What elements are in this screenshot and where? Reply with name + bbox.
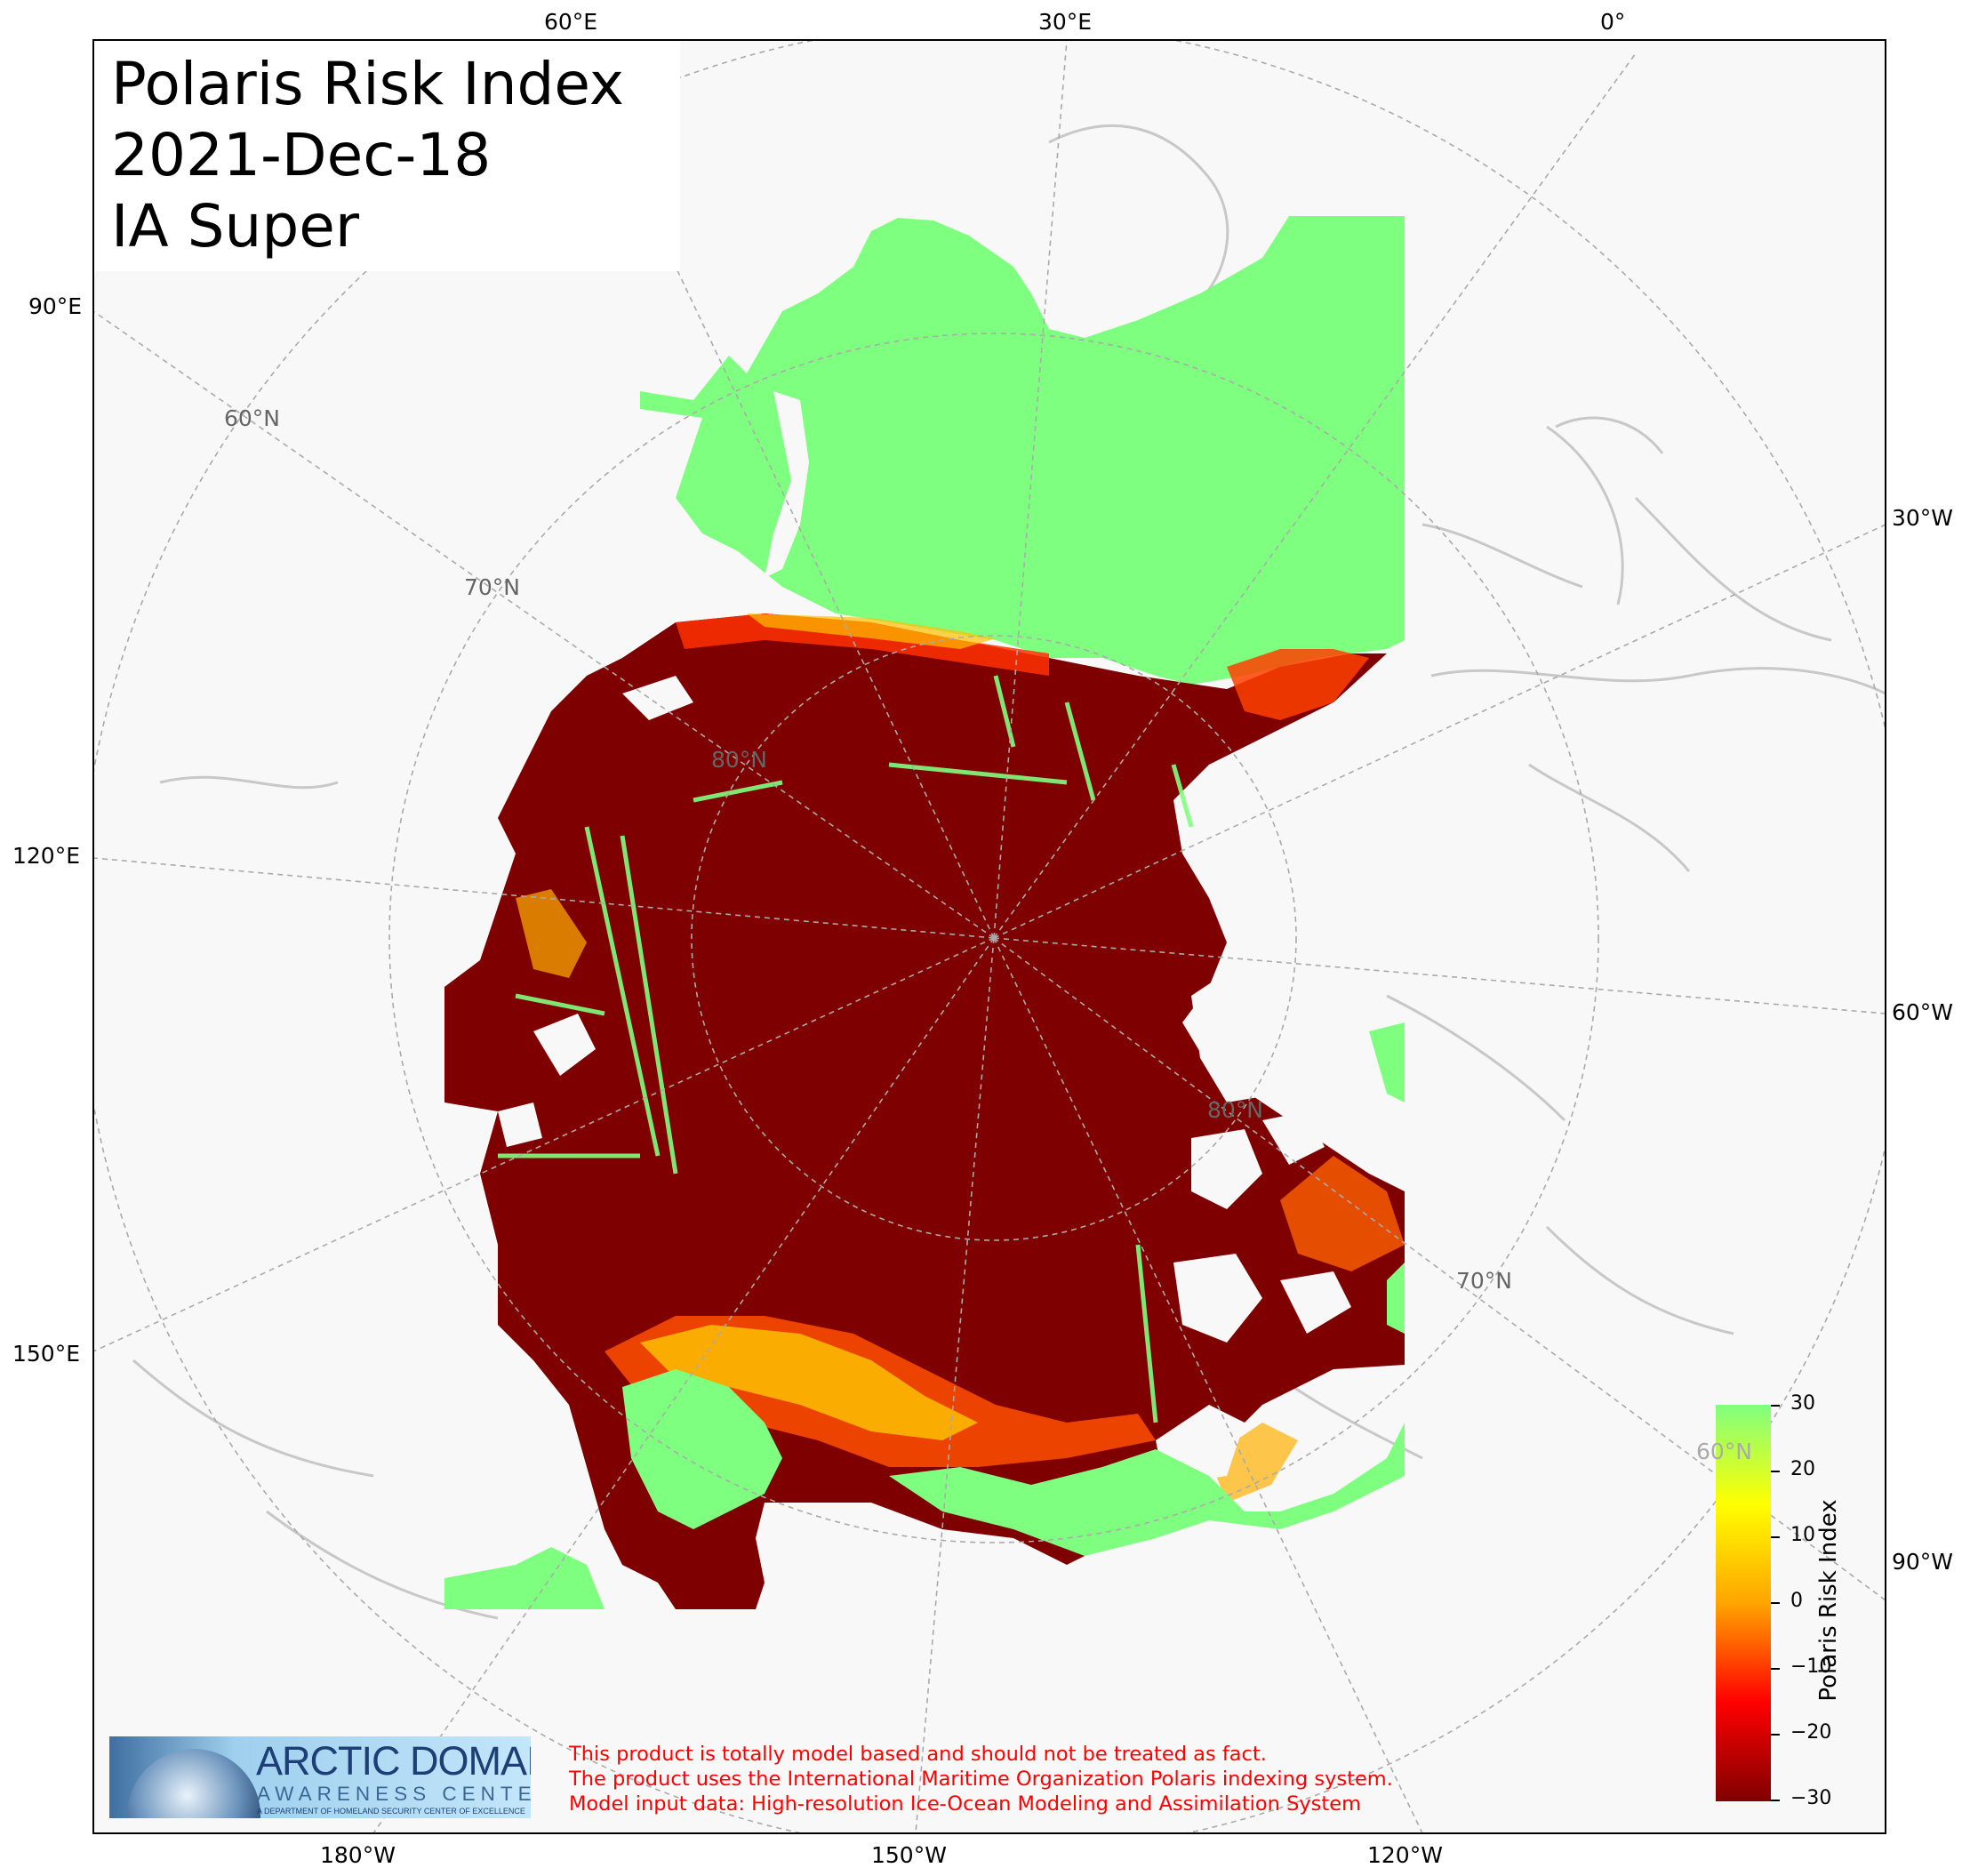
colorbar-tick-10: 10 [1790, 1524, 1815, 1546]
lon-label-150e-left: 150°E [12, 1341, 81, 1367]
lat-label-80n-upper: 80°N [711, 747, 768, 773]
colorbar-tick-20: 20 [1790, 1458, 1815, 1480]
lon-label-30e-top: 30°E [1038, 9, 1093, 35]
lon-label-60w-right: 60°W [1892, 999, 1954, 1025]
lat-label-70n-lower: 70°N [1456, 1268, 1513, 1294]
barents-sea-low-risk [640, 216, 1405, 685]
marginal-ice-zone-atlantic [676, 613, 1049, 676]
lon-label-120e-left: 120°E [12, 843, 81, 869]
marginal-ice-zone-atlantic-yellow [747, 613, 996, 649]
globe-icon [127, 1749, 260, 1818]
novaya-zemlya [765, 391, 809, 578]
logo-main-text: ARCTIC DOMAIN [256, 1738, 531, 1784]
lat-label-60n-lower: 60°N [1696, 1439, 1753, 1464]
logo-sub-text: AWARENESS CENTER [257, 1783, 531, 1805]
ice-leads [498, 675, 1194, 1423]
lon-label-120w-bottom: 120°W [1367, 1842, 1443, 1868]
lon-label-180w-bottom: 180°W [320, 1842, 396, 1868]
marginal-ice-zone-pacific-yellow [640, 1325, 978, 1440]
lat-label-60n-upper: 60°N [224, 405, 281, 431]
title-backing [93, 40, 680, 271]
hudson-strait-low-risk [1387, 1263, 1405, 1334]
disclaimer-line-1: This product is totally model based and … [569, 1743, 1267, 1766]
colorbar-gradient [1716, 1405, 1771, 1801]
chukchi-low-risk [622, 1369, 782, 1529]
lon-label-30w-right: 30°W [1892, 505, 1954, 531]
logo-tagline: A DEPARTMENT OF HOMELAND SECURITY CENTER… [257, 1807, 525, 1816]
marginal-ice-zone-svalbard [1227, 649, 1369, 720]
marginal-ice-zone-west [516, 889, 587, 978]
map-frame [92, 39, 1886, 1834]
siberian-islands [498, 676, 693, 1147]
map-title: Polaris Risk Index [111, 50, 624, 118]
disclaimer-line-2: The product uses the International Marit… [569, 1768, 1393, 1791]
colorbar-ticks [1771, 1405, 1780, 1801]
adac-logo: ARCTIC DOMAIN AWARENESS CENTER A DEPARTM… [109, 1736, 531, 1818]
marginal-ice-zone-baffin [1280, 1156, 1405, 1271]
lon-label-90w-right: 90°W [1892, 1549, 1954, 1575]
graticule [93, 40, 1886, 1833]
colorbar-tick-minus10: −10 [1790, 1656, 1832, 1678]
map-ice-class: IA Super [111, 192, 359, 261]
colorbar-tick-minus20: −20 [1790, 1721, 1832, 1744]
marginal-ice-zone-hudson [1209, 1423, 1298, 1503]
colorbar-tick-0: 0 [1790, 1590, 1803, 1612]
lon-label-0-top: 0° [1600, 9, 1626, 35]
lon-label-90e-left: 90°E [28, 293, 83, 319]
map-date: 2021-Dec-18 [111, 121, 492, 189]
beaufort-low-risk [889, 1423, 1405, 1556]
lat-label-80n-lower: 80°N [1207, 1097, 1264, 1123]
lon-label-60e-top: 60°E [544, 9, 598, 35]
bering-low-risk [444, 1547, 605, 1609]
colorbar-tick-30: 30 [1790, 1392, 1815, 1415]
lat-label-70n-upper: 70°N [464, 574, 521, 600]
lon-label-150w-bottom: 150°W [871, 1842, 947, 1868]
disclaimer-line-3: Model input data: High-resolution Ice-Oc… [569, 1792, 1361, 1816]
colorbar-tick-minus30: −30 [1790, 1787, 1832, 1809]
east-greenland-low-risk [1369, 1022, 1405, 1102]
colorbar-label: Polaris Risk Index [1815, 1499, 1842, 1702]
